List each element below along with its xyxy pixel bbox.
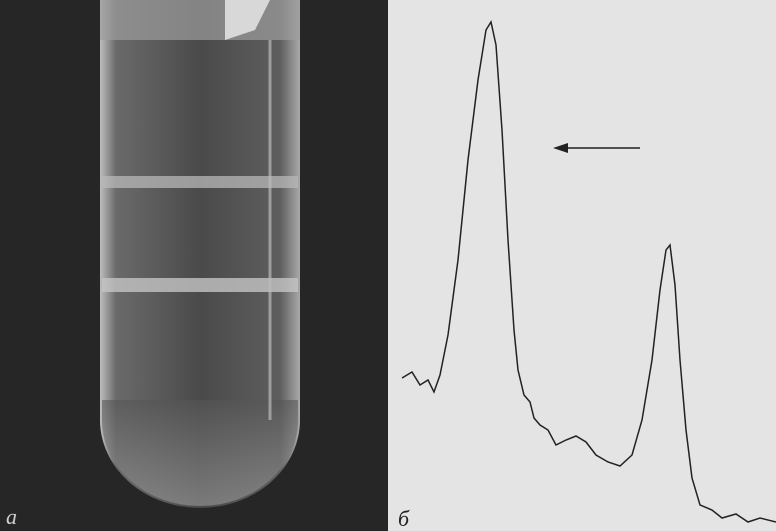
trace-panel: б — [388, 0, 776, 531]
tube-top — [100, 0, 300, 40]
trace-background — [388, 0, 776, 531]
photo-panel: а — [0, 0, 388, 531]
panel-label: б — [398, 506, 410, 531]
panel-label: а — [6, 504, 17, 529]
figure: а б — [0, 0, 776, 531]
